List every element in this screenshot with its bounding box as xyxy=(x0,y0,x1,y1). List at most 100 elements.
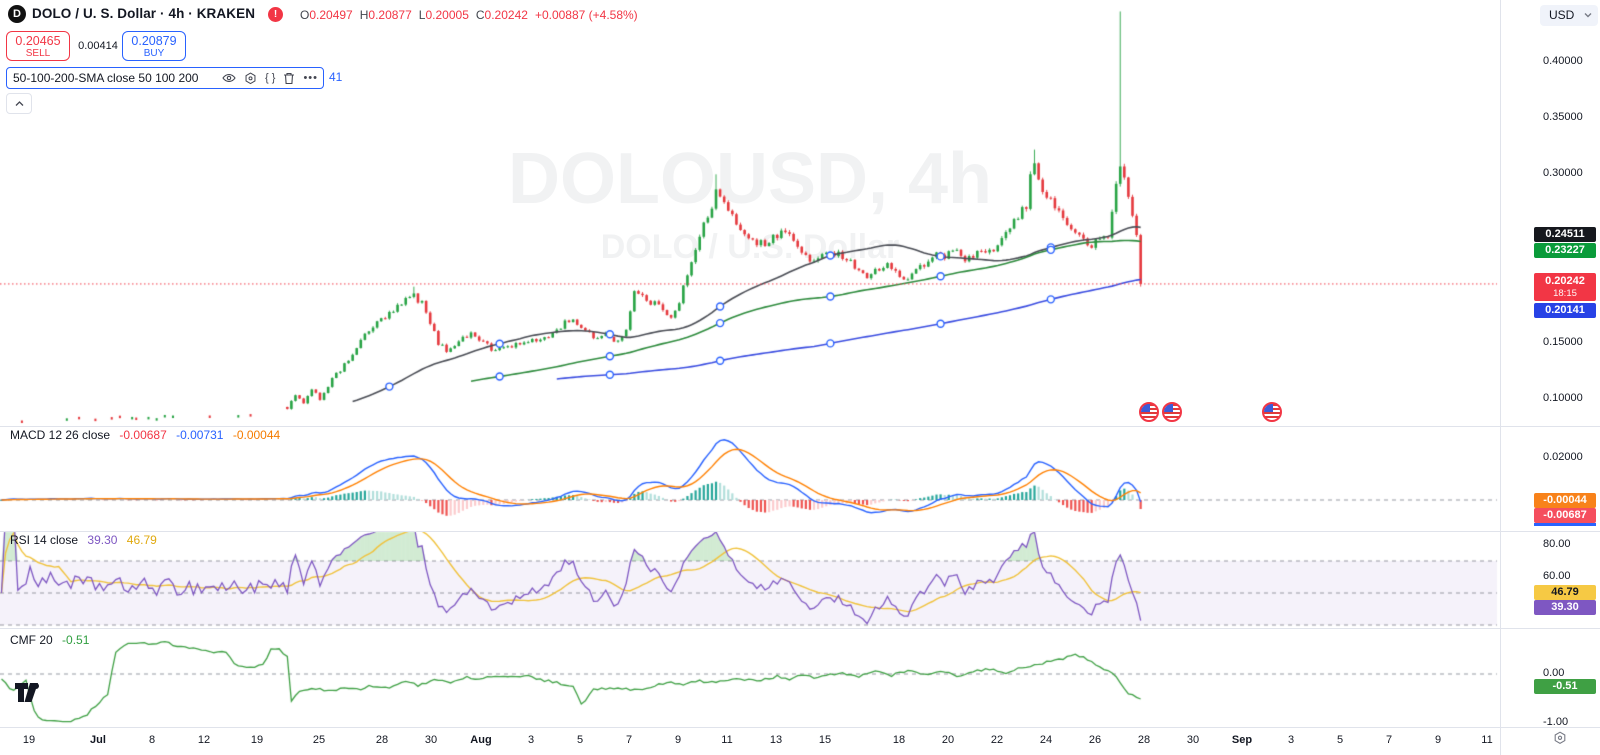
sma200-value-badge: 0.20141 xyxy=(1534,303,1596,318)
spread-value: 0.00414 xyxy=(78,40,118,52)
ohlc-readout: O0.20497 H0.20877 L0.20005 C0.20242 +0.00887… xyxy=(300,8,638,22)
time-axis-label: Aug xyxy=(470,734,492,746)
price-tick-label: 0.40000 xyxy=(1543,55,1583,67)
time-axis-label: 19 xyxy=(250,734,264,746)
sell-label: SELL xyxy=(25,48,51,59)
time-axis-label: 11 xyxy=(721,734,733,746)
rsi-legend-title: RSI 14 close xyxy=(10,533,79,547)
time-axis-label: 25 xyxy=(312,734,326,746)
rsi-ma-value: 46.79 xyxy=(126,533,157,547)
time-axis-label: 3 xyxy=(1287,734,1295,746)
time-axis-label: 9 xyxy=(674,734,682,746)
sell-price: 0.20465 xyxy=(15,34,61,48)
sma50-value-badge: 0.24511 xyxy=(1534,227,1596,242)
time-axis-label: 30 xyxy=(424,734,438,746)
trash-icon[interactable] xyxy=(283,72,295,85)
ohlc-low-value: 0.20005 xyxy=(425,8,469,22)
time-axis-label: 19 xyxy=(22,734,36,746)
ohlc-open-value: 0.20497 xyxy=(309,8,353,22)
time-axis-label: 24 xyxy=(1039,734,1053,746)
time-axis-label: 22 xyxy=(990,734,1004,746)
time-axis-label: 26 xyxy=(1088,734,1102,746)
time-axis-label: 5 xyxy=(1336,734,1344,746)
time-axis-label: 7 xyxy=(1385,734,1393,746)
sell-button[interactable]: 0.20465 SELL xyxy=(6,31,70,61)
time-axis-label: 18 xyxy=(892,734,906,746)
alert-icon[interactable]: ! xyxy=(268,7,283,22)
ohlc-low-label: L xyxy=(418,8,426,22)
cmf-legend[interactable]: CMF 20 -0.51 xyxy=(10,633,95,647)
sma100-value-badge: 0.23227 xyxy=(1534,243,1596,258)
time-axis-border xyxy=(0,727,1600,728)
eye-icon[interactable] xyxy=(222,72,236,84)
indicator-extra-label: 41 xyxy=(329,70,343,84)
macd-line-value: -0.00731 xyxy=(176,428,224,442)
ohlc-high-label: H xyxy=(359,8,369,22)
macd-hist-value: -0.00687 xyxy=(119,428,167,442)
time-axis-label: 20 xyxy=(941,734,955,746)
bar-countdown: 18:15 xyxy=(1553,288,1577,299)
time-axis-label: 13 xyxy=(769,734,783,746)
pane-divider-rsi[interactable] xyxy=(0,531,1600,532)
time-axis-label: 7 xyxy=(625,734,633,746)
flag-canton xyxy=(1141,404,1150,412)
rsi-ma-badge: 46.79 xyxy=(1534,585,1596,600)
time-axis-label: 30 xyxy=(1186,734,1200,746)
price-tick-label: 0.30000 xyxy=(1543,167,1583,180)
ohlc-open-label: O xyxy=(300,8,310,22)
pane-divider-macd[interactable] xyxy=(0,426,1600,427)
us-flag-event-icon[interactable] xyxy=(1162,402,1182,422)
macd-signal-value: -0.00044 xyxy=(232,428,281,442)
us-flag-event-icon[interactable] xyxy=(1139,402,1159,422)
rsi-tick-label: 60.00 xyxy=(1543,570,1571,582)
last-price-badge: 0.20242 18:15 xyxy=(1534,273,1596,301)
cmf-value-badge: -0.51 xyxy=(1534,679,1596,694)
macd-legend[interactable]: MACD 12 26 close -0.00687 -0.00731 -0.00… xyxy=(10,428,286,442)
symbol-title[interactable]: DOLO / U. S. Dollar · 4h · KRAKEN xyxy=(32,6,256,21)
tradingview-logo[interactable] xyxy=(14,682,44,703)
time-axis-label: 15 xyxy=(818,734,832,746)
cmf-value: -0.51 xyxy=(62,633,90,647)
currency-selector[interactable]: USD xyxy=(1540,5,1598,26)
time-axis-label: 3 xyxy=(527,734,535,746)
symbol-logo[interactable]: D xyxy=(8,5,26,23)
price-tick-label: 0.35000 xyxy=(1543,111,1583,124)
buy-label: BUY xyxy=(143,48,165,59)
price-tick-label: 0.15000 xyxy=(1543,335,1583,348)
indicator-toolbar[interactable]: 50-100-200-SMA close 50 100 200 { } ••• xyxy=(6,67,324,89)
price-axis-border xyxy=(1500,0,1501,755)
time-axis-settings-gear-icon[interactable] xyxy=(1553,731,1567,745)
time-axis-label: 8 xyxy=(148,734,156,746)
ohlc-close-value: 0.20242 xyxy=(484,8,528,22)
macd-line-badge-sliver xyxy=(1534,523,1596,526)
ohlc-change: +0.00887 (+4.58%) xyxy=(534,8,638,22)
buy-button[interactable]: 0.20879 BUY xyxy=(122,31,186,61)
macd-tick-label: 0.02000 xyxy=(1543,450,1583,463)
rsi-legend[interactable]: RSI 14 close 39.30 46.79 xyxy=(10,533,163,547)
more-icon[interactable]: ••• xyxy=(303,72,318,84)
time-axis-label: 9 xyxy=(1434,734,1442,746)
flag-canton xyxy=(1264,404,1273,412)
macd-signal-badge: -0.00044 xyxy=(1534,493,1596,508)
macd-legend-title: MACD 12 26 close xyxy=(10,428,111,442)
time-axis-label: Sep xyxy=(1231,734,1253,746)
time-axis-label: 12 xyxy=(197,734,211,746)
flag-canton xyxy=(1164,404,1173,412)
currency-label: USD xyxy=(1549,8,1575,22)
collapse-toolbar-button[interactable] xyxy=(6,93,32,114)
buy-price: 0.20879 xyxy=(131,34,177,48)
last-price-value: 0.20242 xyxy=(1545,275,1585,287)
ohlc-high-value: 0.20877 xyxy=(368,8,412,22)
macd-hist-badge: -0.00687 xyxy=(1534,508,1596,523)
us-flag-event-icon[interactable] xyxy=(1262,402,1282,422)
cmf-tick-label: 0.00 xyxy=(1543,667,1565,679)
braces-icon[interactable]: { } xyxy=(265,72,276,84)
gear-icon[interactable] xyxy=(244,72,257,85)
chevron-down-icon xyxy=(1584,13,1592,18)
time-axis-label: Jul xyxy=(90,734,106,746)
cmf-tick-label: -1.00 xyxy=(1543,716,1569,728)
indicator-label: 50-100-200-SMA close 50 100 200 xyxy=(13,71,199,85)
pane-divider-cmf[interactable] xyxy=(0,628,1600,629)
